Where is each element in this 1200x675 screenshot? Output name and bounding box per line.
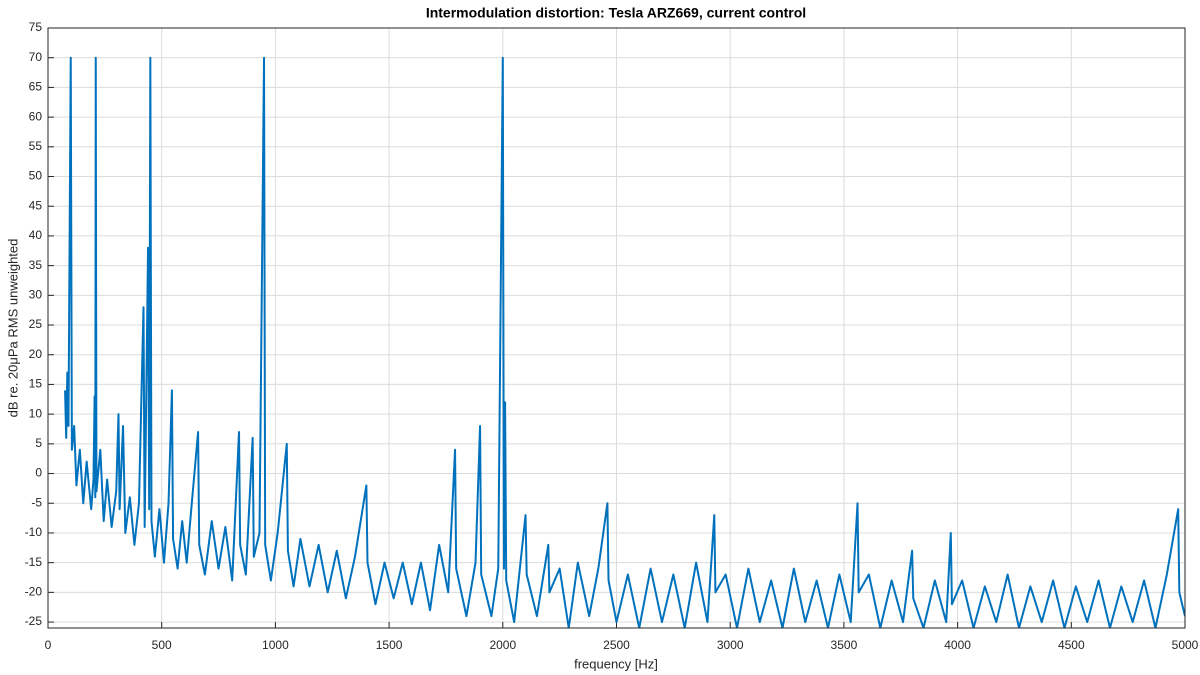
y-tick-label: 45	[29, 198, 43, 212]
x-tick-label: 1500	[376, 638, 403, 652]
y-tick-label: -5	[31, 495, 42, 509]
x-tick-label: 3500	[831, 638, 858, 652]
y-tick-label: 10	[29, 406, 43, 420]
y-tick-label: 25	[29, 317, 43, 331]
y-tick-label: 40	[29, 228, 43, 242]
y-tick-label: 15	[29, 377, 43, 391]
y-tick-label: 75	[29, 20, 43, 34]
y-tick-label: 30	[29, 287, 43, 301]
x-tick-label: 4500	[1058, 638, 1085, 652]
axes-box	[47, 27, 1186, 629]
y-tick-label: 70	[29, 50, 43, 64]
x-tick-label: 4000	[944, 638, 971, 652]
spectrum-line	[64, 56, 1185, 628]
x-tick-label: 2000	[489, 638, 516, 652]
y-tick-label: 65	[29, 80, 43, 94]
x-tick-label: 3000	[717, 638, 744, 652]
x-axis-label: frequency [Hz]	[574, 656, 658, 671]
x-tick-label: 500	[152, 638, 172, 652]
plot-area	[64, 56, 1185, 628]
y-axis-label: dB re. 20μPa RMS unweighted	[5, 239, 20, 418]
y-tick-label: 60	[29, 109, 43, 123]
chart-title: Intermodulation distortion: Tesla ARZ669…	[426, 5, 806, 21]
x-tick-label: 0	[45, 638, 52, 652]
y-tick-label: -25	[25, 614, 43, 628]
x-tick-label: 5000	[1172, 638, 1199, 652]
y-tick-label: 5	[35, 436, 42, 450]
y-tick-label: 35	[29, 258, 43, 272]
y-tick-label: 20	[29, 347, 43, 361]
y-tick-label: -15	[25, 555, 43, 569]
y-tick-label: -20	[25, 585, 43, 599]
x-tick-label: 2500	[603, 638, 630, 652]
y-tick-label: -10	[25, 525, 43, 539]
y-tick-label: 0	[35, 466, 42, 480]
y-tick-label: 55	[29, 139, 43, 153]
x-tick-label: 1000	[262, 638, 289, 652]
y-tick-label: 50	[29, 169, 43, 183]
